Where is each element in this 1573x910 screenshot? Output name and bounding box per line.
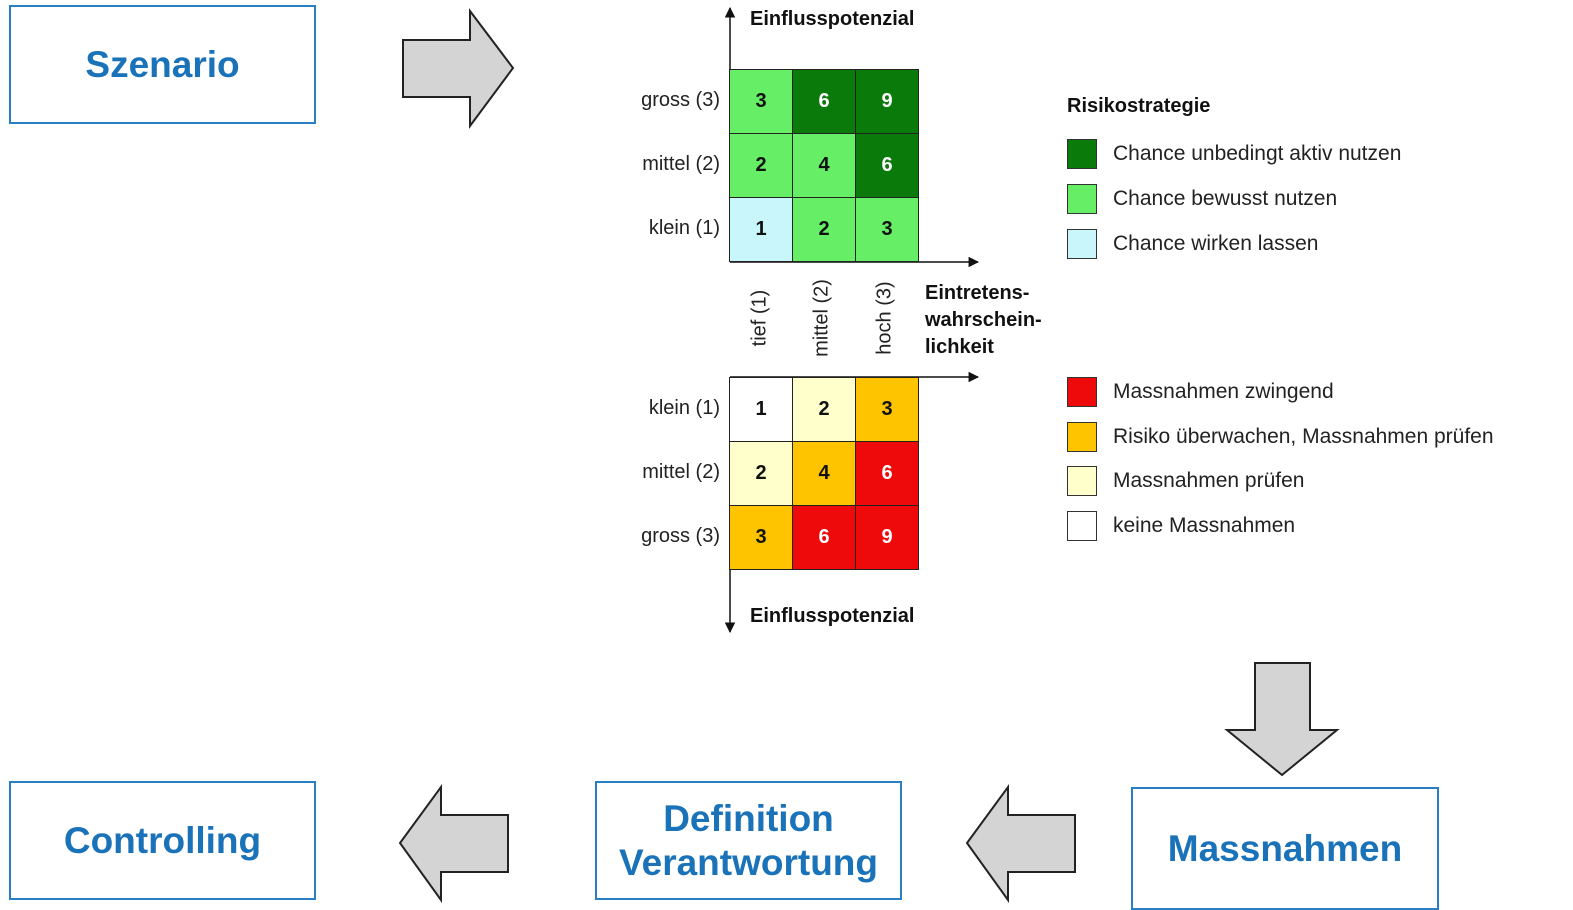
axis-title-top: Einflusspotenzial — [750, 8, 915, 30]
chance-cell: 1 — [729, 197, 793, 262]
definition-verantwortung-box: Definition Verantwortung — [595, 781, 902, 900]
legend-item: Massnahmen zwingend — [1067, 377, 1334, 407]
cell-value: 3 — [755, 90, 767, 112]
legend-swatch — [1067, 511, 1097, 541]
risk-row-label: gross (3) — [641, 525, 720, 547]
risk-cell: 2 — [792, 377, 856, 442]
chance-cell: 3 — [729, 69, 793, 134]
cell-value: 6 — [818, 526, 830, 548]
chance-cell: 2 — [729, 133, 793, 198]
axis-title-right: Eintretens- wahrschein- lichkeit — [925, 280, 1042, 361]
cell-value: 2 — [818, 218, 830, 240]
risk-cell: 6 — [792, 505, 856, 570]
legend-label: Chance wirken lassen — [1113, 232, 1319, 255]
legend-label: Chance unbedingt aktiv nutzen — [1113, 142, 1402, 165]
cell-value: 2 — [755, 462, 767, 484]
chance-cell: 2 — [792, 197, 856, 262]
axis-title-right-line1: Eintretens- — [925, 282, 1030, 304]
legend-label: Massnahmen zwingend — [1113, 380, 1334, 403]
risk-matrix: 1 2 3 2 4 6 3 6 9 — [729, 377, 919, 570]
risk-cell: 2 — [729, 441, 793, 506]
arrow-left-icon — [398, 783, 509, 904]
szenario-box: Szenario — [9, 5, 316, 124]
risk-cell: 6 — [855, 441, 919, 506]
cell-value: 3 — [881, 398, 893, 420]
cell-value: 2 — [818, 398, 830, 420]
chance-cell: 9 — [855, 69, 919, 134]
controlling-label: Controlling — [63, 819, 262, 861]
massnahmen-label: Massnahmen — [1167, 827, 1403, 869]
legend-swatch — [1067, 229, 1097, 259]
legend-swatch — [1067, 184, 1097, 214]
cell-value: 3 — [755, 526, 767, 548]
chance-cell: 6 — [855, 133, 919, 198]
cell-value: 6 — [881, 154, 893, 176]
cell-value: 3 — [881, 218, 893, 240]
legend-item: Risiko überwachen, Massnahmen prüfen — [1067, 422, 1494, 452]
arrow-down-icon — [1224, 662, 1340, 777]
legend-item: Chance bewusst nutzen — [1067, 184, 1337, 214]
risk-row-label: mittel (2) — [642, 461, 720, 483]
legend-label: Risiko überwachen, Massnahmen prüfen — [1113, 425, 1494, 448]
column-label: mittel (2) — [810, 279, 833, 357]
cell-value: 9 — [881, 90, 893, 112]
chance-cell: 3 — [855, 197, 919, 262]
risk-cell: 9 — [855, 505, 919, 570]
cell-value: 4 — [818, 462, 830, 484]
chance-row-label: klein (1) — [648, 217, 720, 239]
cell-value: 1 — [755, 398, 767, 420]
chance-cell: 6 — [792, 69, 856, 134]
legend-item: Massnahmen prüfen — [1067, 466, 1304, 496]
legend-label: Massnahmen prüfen — [1113, 469, 1305, 492]
column-label: hoch (3) — [873, 281, 896, 355]
chance-row-label: mittel (2) — [642, 153, 720, 175]
risk-cell: 1 — [729, 377, 793, 442]
legend-item: keine Massnahmen — [1067, 511, 1295, 541]
legend-item: Chance wirken lassen — [1067, 229, 1318, 259]
cell-value: 9 — [881, 526, 893, 548]
legend-title: Risikostrategie — [1067, 95, 1211, 117]
axis-title-right-line2: wahrschein- — [925, 309, 1042, 331]
cell-value: 6 — [818, 90, 830, 112]
legend-swatch — [1067, 139, 1097, 169]
cell-value: 1 — [755, 218, 767, 240]
column-label: tief (1) — [748, 289, 771, 347]
definition-label: Definition — [663, 797, 834, 839]
cell-value: 6 — [881, 462, 893, 484]
chance-row-label: gross (3) — [641, 89, 720, 111]
risk-cell: 3 — [855, 377, 919, 442]
legend-swatch — [1067, 377, 1097, 407]
legend-swatch — [1067, 422, 1097, 452]
szenario-label: Szenario — [85, 43, 240, 85]
axis-title-right-line3: lichkeit — [925, 336, 994, 358]
chance-cell: 4 — [792, 133, 856, 198]
legend-label: keine Massnahmen — [1113, 514, 1296, 537]
risk-cell: 3 — [729, 505, 793, 570]
arrow-left-icon — [965, 783, 1076, 904]
cell-value: 2 — [755, 154, 767, 176]
chance-matrix: 3 6 9 2 4 6 1 2 3 — [729, 69, 919, 262]
cell-value: 4 — [818, 154, 830, 176]
legend-label: Chance bewusst nutzen — [1113, 187, 1338, 210]
legend-item: Chance unbedingt aktiv nutzen — [1067, 139, 1401, 169]
verantwortung-label: Verantwortung — [618, 841, 879, 883]
controlling-box: Controlling — [9, 781, 316, 900]
risk-cell: 4 — [792, 441, 856, 506]
massnahmen-box: Massnahmen — [1131, 787, 1439, 910]
arrow-right-icon — [402, 8, 515, 130]
axis-title-bottom: Einflusspotenzial — [750, 605, 915, 627]
risk-row-label: klein (1) — [648, 397, 720, 419]
legend-swatch — [1067, 466, 1097, 496]
